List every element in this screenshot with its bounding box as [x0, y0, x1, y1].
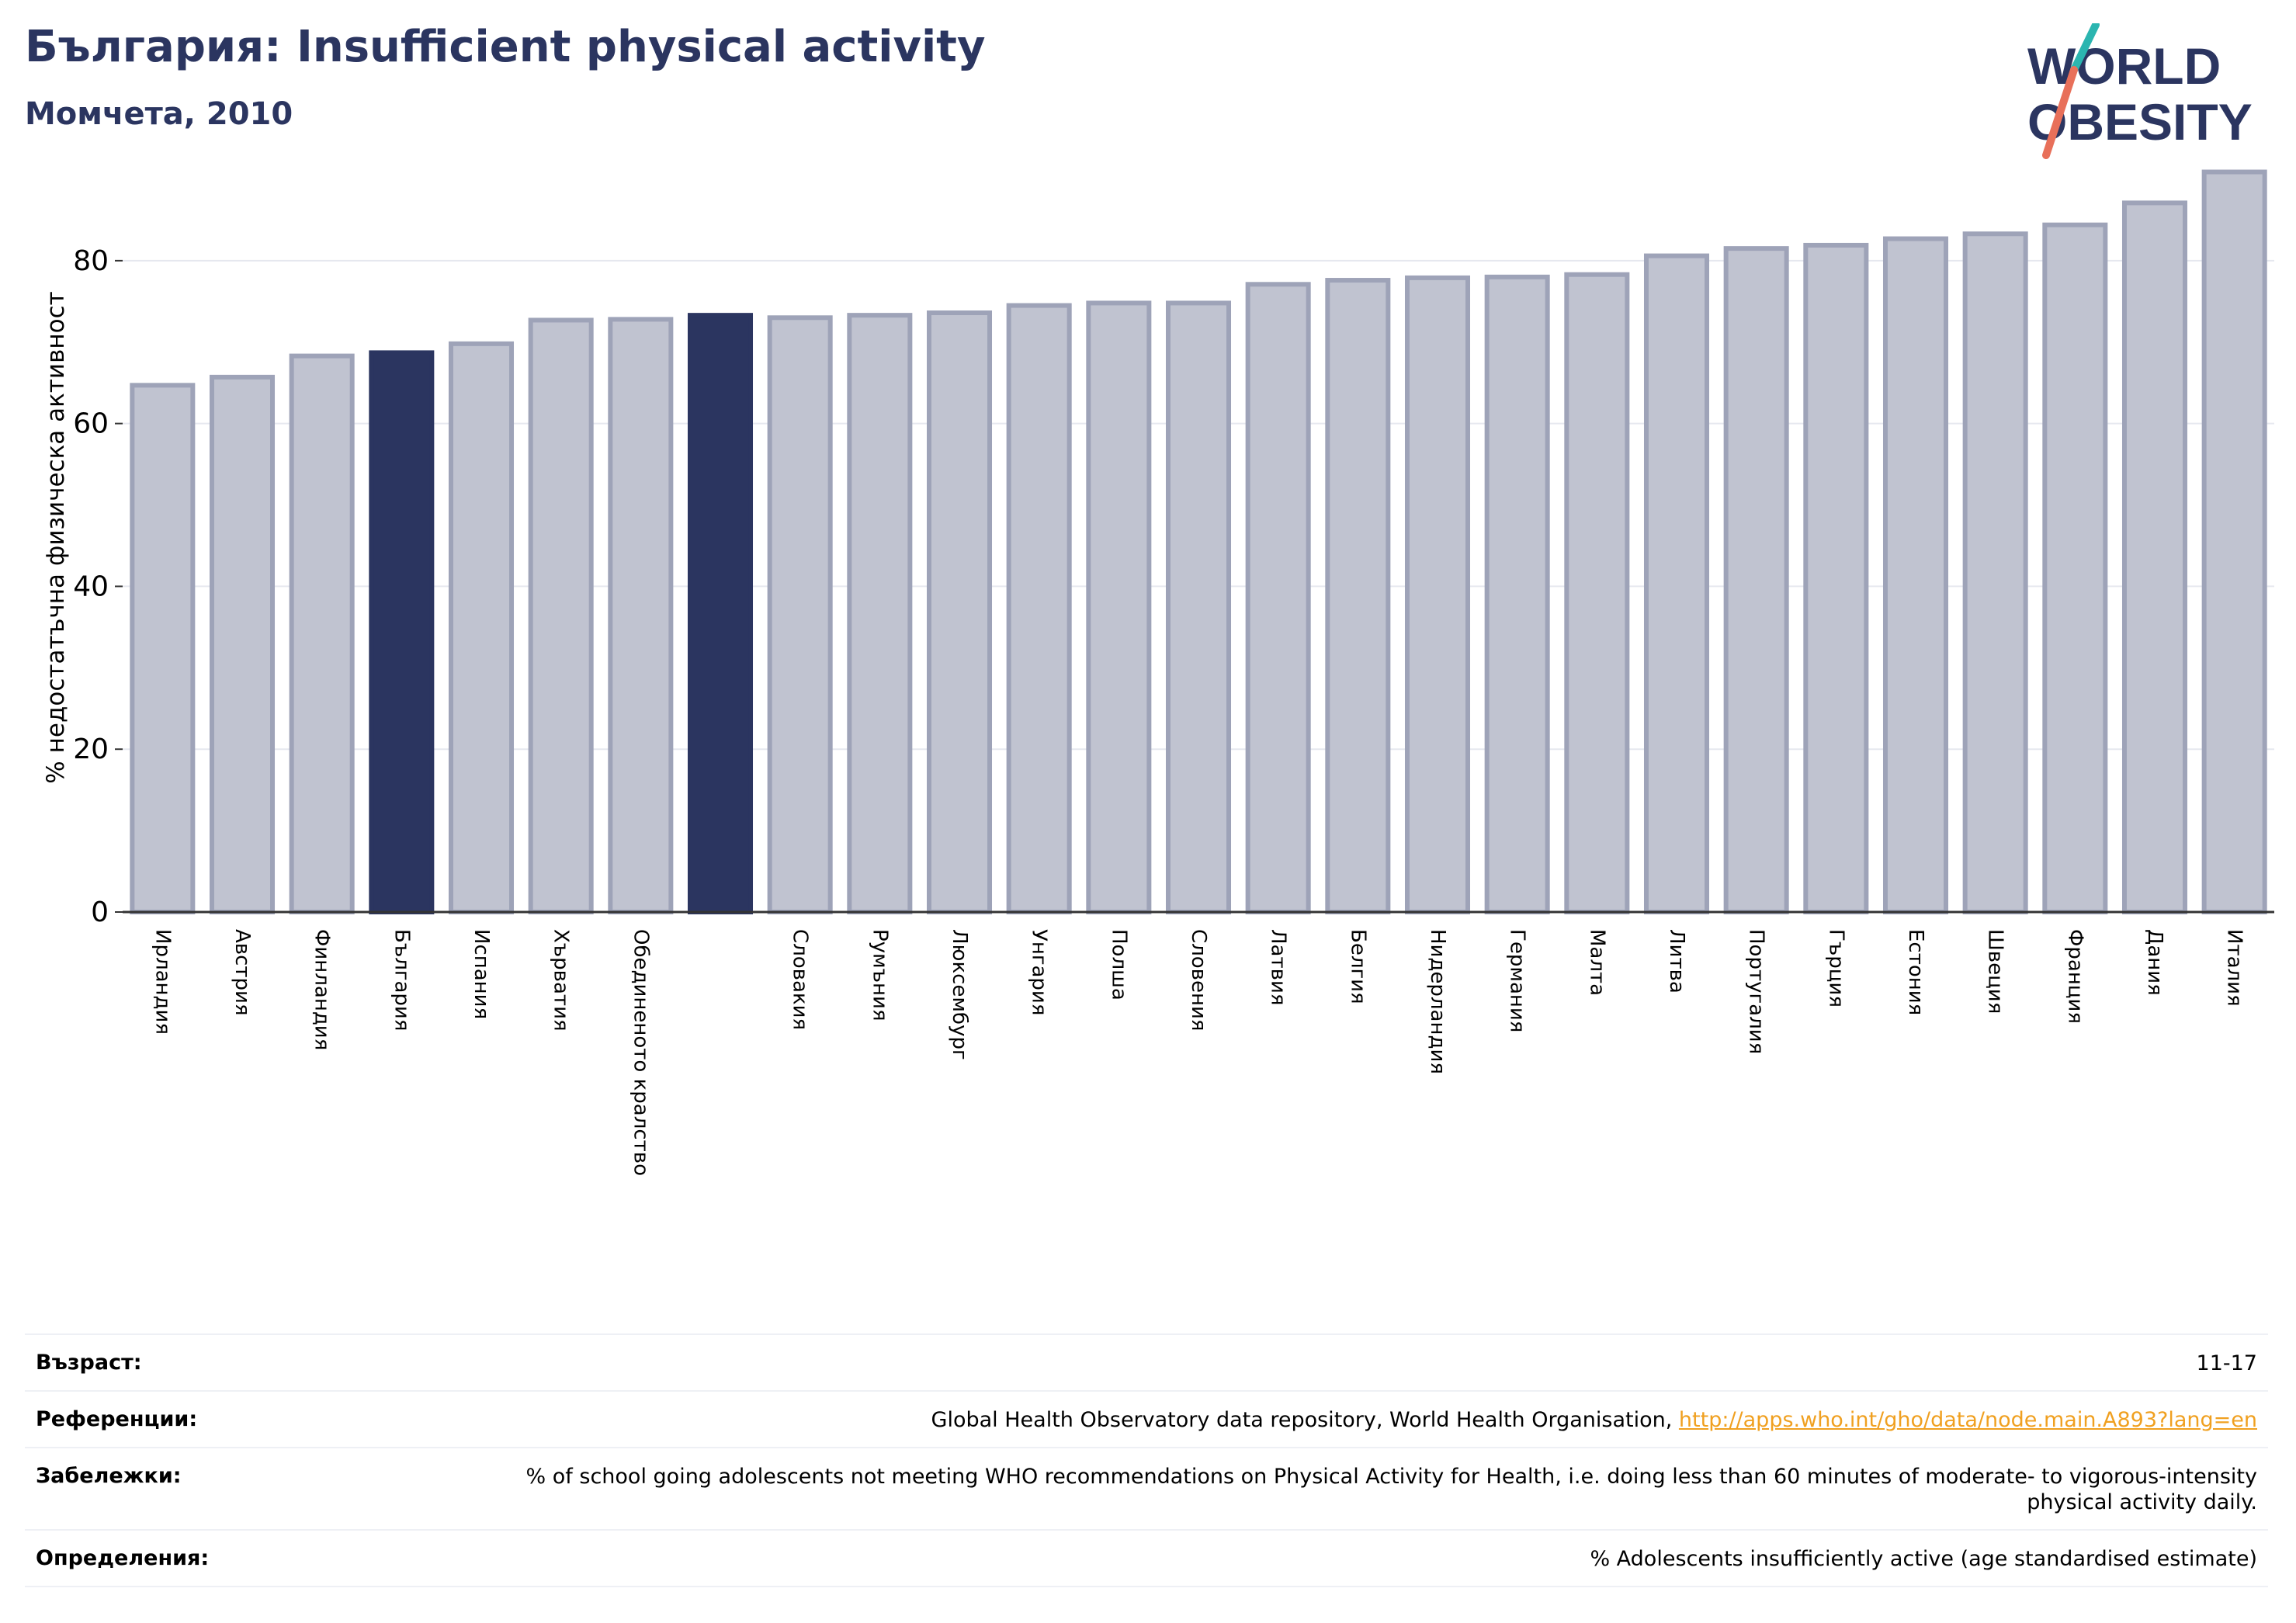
x-tick-label: Италия: [2223, 929, 2246, 1007]
logo-line1: WORLD: [2027, 37, 2221, 95]
info-value: 11-17: [2196, 1351, 2257, 1375]
info-value: Global Health Observatory data repositor…: [931, 1407, 2257, 1433]
y-tick-label: 60: [73, 408, 109, 440]
x-tick-label: Испания: [470, 929, 493, 1019]
chart-title: България: Insufficient physical activity: [25, 22, 986, 72]
info-label: Референции:: [36, 1407, 198, 1431]
bar: [130, 383, 196, 914]
info-label: Забележки:: [36, 1464, 182, 1488]
bar: [1325, 278, 1391, 915]
info-label: Определения:: [36, 1546, 210, 1570]
x-tick-label: Литва: [1665, 929, 1688, 994]
bar: [1165, 300, 1232, 915]
reference-text: Global Health Observatory data repositor…: [931, 1408, 1679, 1432]
bar: [1643, 253, 1710, 914]
reference-link[interactable]: http://apps.who.int/gho/data/node.main.A…: [1678, 1408, 2257, 1432]
x-tick-label: България: [390, 929, 413, 1031]
bar: [926, 310, 993, 914]
bar: [608, 317, 674, 914]
bar-chart: 0 20 40 60 80% недостатъчна физическа активн…: [42, 169, 2274, 1176]
x-tick-label: Франция: [2063, 929, 2086, 1024]
bar: [528, 317, 594, 914]
x-tick-label: Германия: [1506, 929, 1529, 1032]
bar: [1086, 300, 1152, 915]
x-tick-label: Финландия: [310, 929, 334, 1050]
bar: [767, 315, 833, 915]
bar: [289, 353, 355, 914]
info-label: Възраст:: [36, 1351, 142, 1375]
world-obesity-logo: WORLD OBESITY: [2027, 23, 2253, 159]
x-tick-label: Австрия: [231, 929, 254, 1016]
info-row-notes: Забележки: % of school going adolescents…: [25, 1447, 2268, 1529]
bar: [448, 341, 515, 914]
info-value: % of school going adolescents not meetin…: [525, 1465, 2257, 1514]
x-tick-label: Дания: [2143, 929, 2166, 996]
bar: [847, 313, 913, 914]
bar: [209, 374, 276, 914]
bar: [1404, 275, 1471, 914]
x-tick-label: Румъния: [868, 929, 891, 1021]
bar: [1803, 242, 1869, 914]
bar: [369, 350, 435, 914]
y-axis-label: % недостатъчна физическа активност: [42, 291, 70, 783]
bar: [1006, 303, 1072, 915]
x-tick-label: Естония: [1904, 929, 1927, 1015]
y-tick-label: 20: [73, 733, 109, 765]
x-tick-label: Словения: [1187, 929, 1210, 1032]
logo-slash-top: [2070, 23, 2100, 74]
logo-slash-bottom: [2042, 66, 2078, 159]
chart-subtitle: Момчета, 2010: [25, 96, 293, 132]
info-table: Възраст: 11-17 Референции: Global Health…: [25, 1333, 2268, 1587]
x-tick-label: Нидерландия: [1426, 929, 1449, 1074]
x-tick-label: Обединеното кралство: [629, 929, 652, 1176]
bar: [2121, 200, 2188, 914]
info-row-definitions: Определения: % Adolescents insufficientl…: [25, 1529, 2268, 1587]
info-row-age: Възраст: 11-17: [25, 1333, 2268, 1390]
bar: [1564, 272, 1630, 914]
y-tick-label: 40: [73, 570, 109, 602]
x-tick-label: Белгия: [1346, 929, 1369, 1004]
x-tick-label: Унгария: [1028, 929, 1051, 1015]
x-tick-label: Латвия: [1267, 929, 1290, 1006]
bar: [687, 313, 754, 914]
x-tick-label: Малта: [1585, 929, 1608, 996]
x-tick-label: Хърватия: [550, 929, 573, 1032]
bar: [1882, 236, 1949, 915]
bar: [1484, 274, 1550, 914]
x-tick-label: Полша: [1107, 929, 1130, 1001]
bar: [2042, 222, 2108, 914]
x-tick-label: Люксембург: [948, 929, 971, 1060]
bar: [1245, 282, 1311, 915]
info-row-references: Референции: Global Health Observatory da…: [25, 1390, 2268, 1447]
y-tick-label: 0: [91, 896, 109, 928]
x-tick-label: Швеция: [1984, 929, 2007, 1014]
bar: [2201, 169, 2267, 915]
y-tick-label: 80: [73, 245, 109, 277]
x-tick-label: Словакия: [789, 929, 812, 1030]
bar: [1962, 231, 2028, 914]
x-tick-label: Ирландия: [151, 929, 174, 1035]
x-tick-label: Гърция: [1824, 929, 1847, 1007]
bar: [1723, 246, 1789, 914]
x-tick-label: Португалия: [1745, 929, 1768, 1054]
info-value: % Adolescents insufficiently active (age…: [1590, 1547, 2257, 1571]
